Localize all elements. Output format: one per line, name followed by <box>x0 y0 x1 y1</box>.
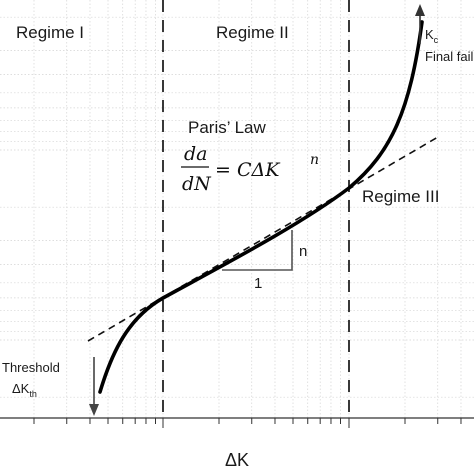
x-axis-ticks <box>33 418 462 428</box>
threshold-label: Threshold <box>2 360 60 375</box>
slope-run-label: 1 <box>254 275 262 292</box>
regime-2-label: Regime II <box>216 23 289 42</box>
formula-rhs: = CΔK <box>215 159 281 181</box>
formula-numerator: da <box>184 143 208 165</box>
formula-exponent: n <box>310 152 319 168</box>
formula-denominator: dN <box>182 173 212 195</box>
slope-rise-label: n <box>299 243 307 260</box>
final-failure-label: Final failure <box>425 49 474 64</box>
slope-triangle <box>222 230 293 271</box>
kc-arrow-head <box>415 4 425 16</box>
regime-1-label: Regime I <box>16 23 84 42</box>
threshold-symbol: ΔKth <box>12 381 37 399</box>
kc-symbol: Kc <box>425 27 439 45</box>
paris-law-formula: da dN = CΔK n <box>181 143 319 195</box>
paris-law-fit-line <box>87 136 439 342</box>
threshold-arrow-head <box>89 404 99 416</box>
log-grid <box>0 0 474 418</box>
paris-law-title: Paris’ Law <box>188 118 267 137</box>
regime-3-label: Regime III <box>362 187 439 206</box>
x-axis-label: ΔK <box>225 450 249 470</box>
crack-growth-curve <box>98 20 424 394</box>
